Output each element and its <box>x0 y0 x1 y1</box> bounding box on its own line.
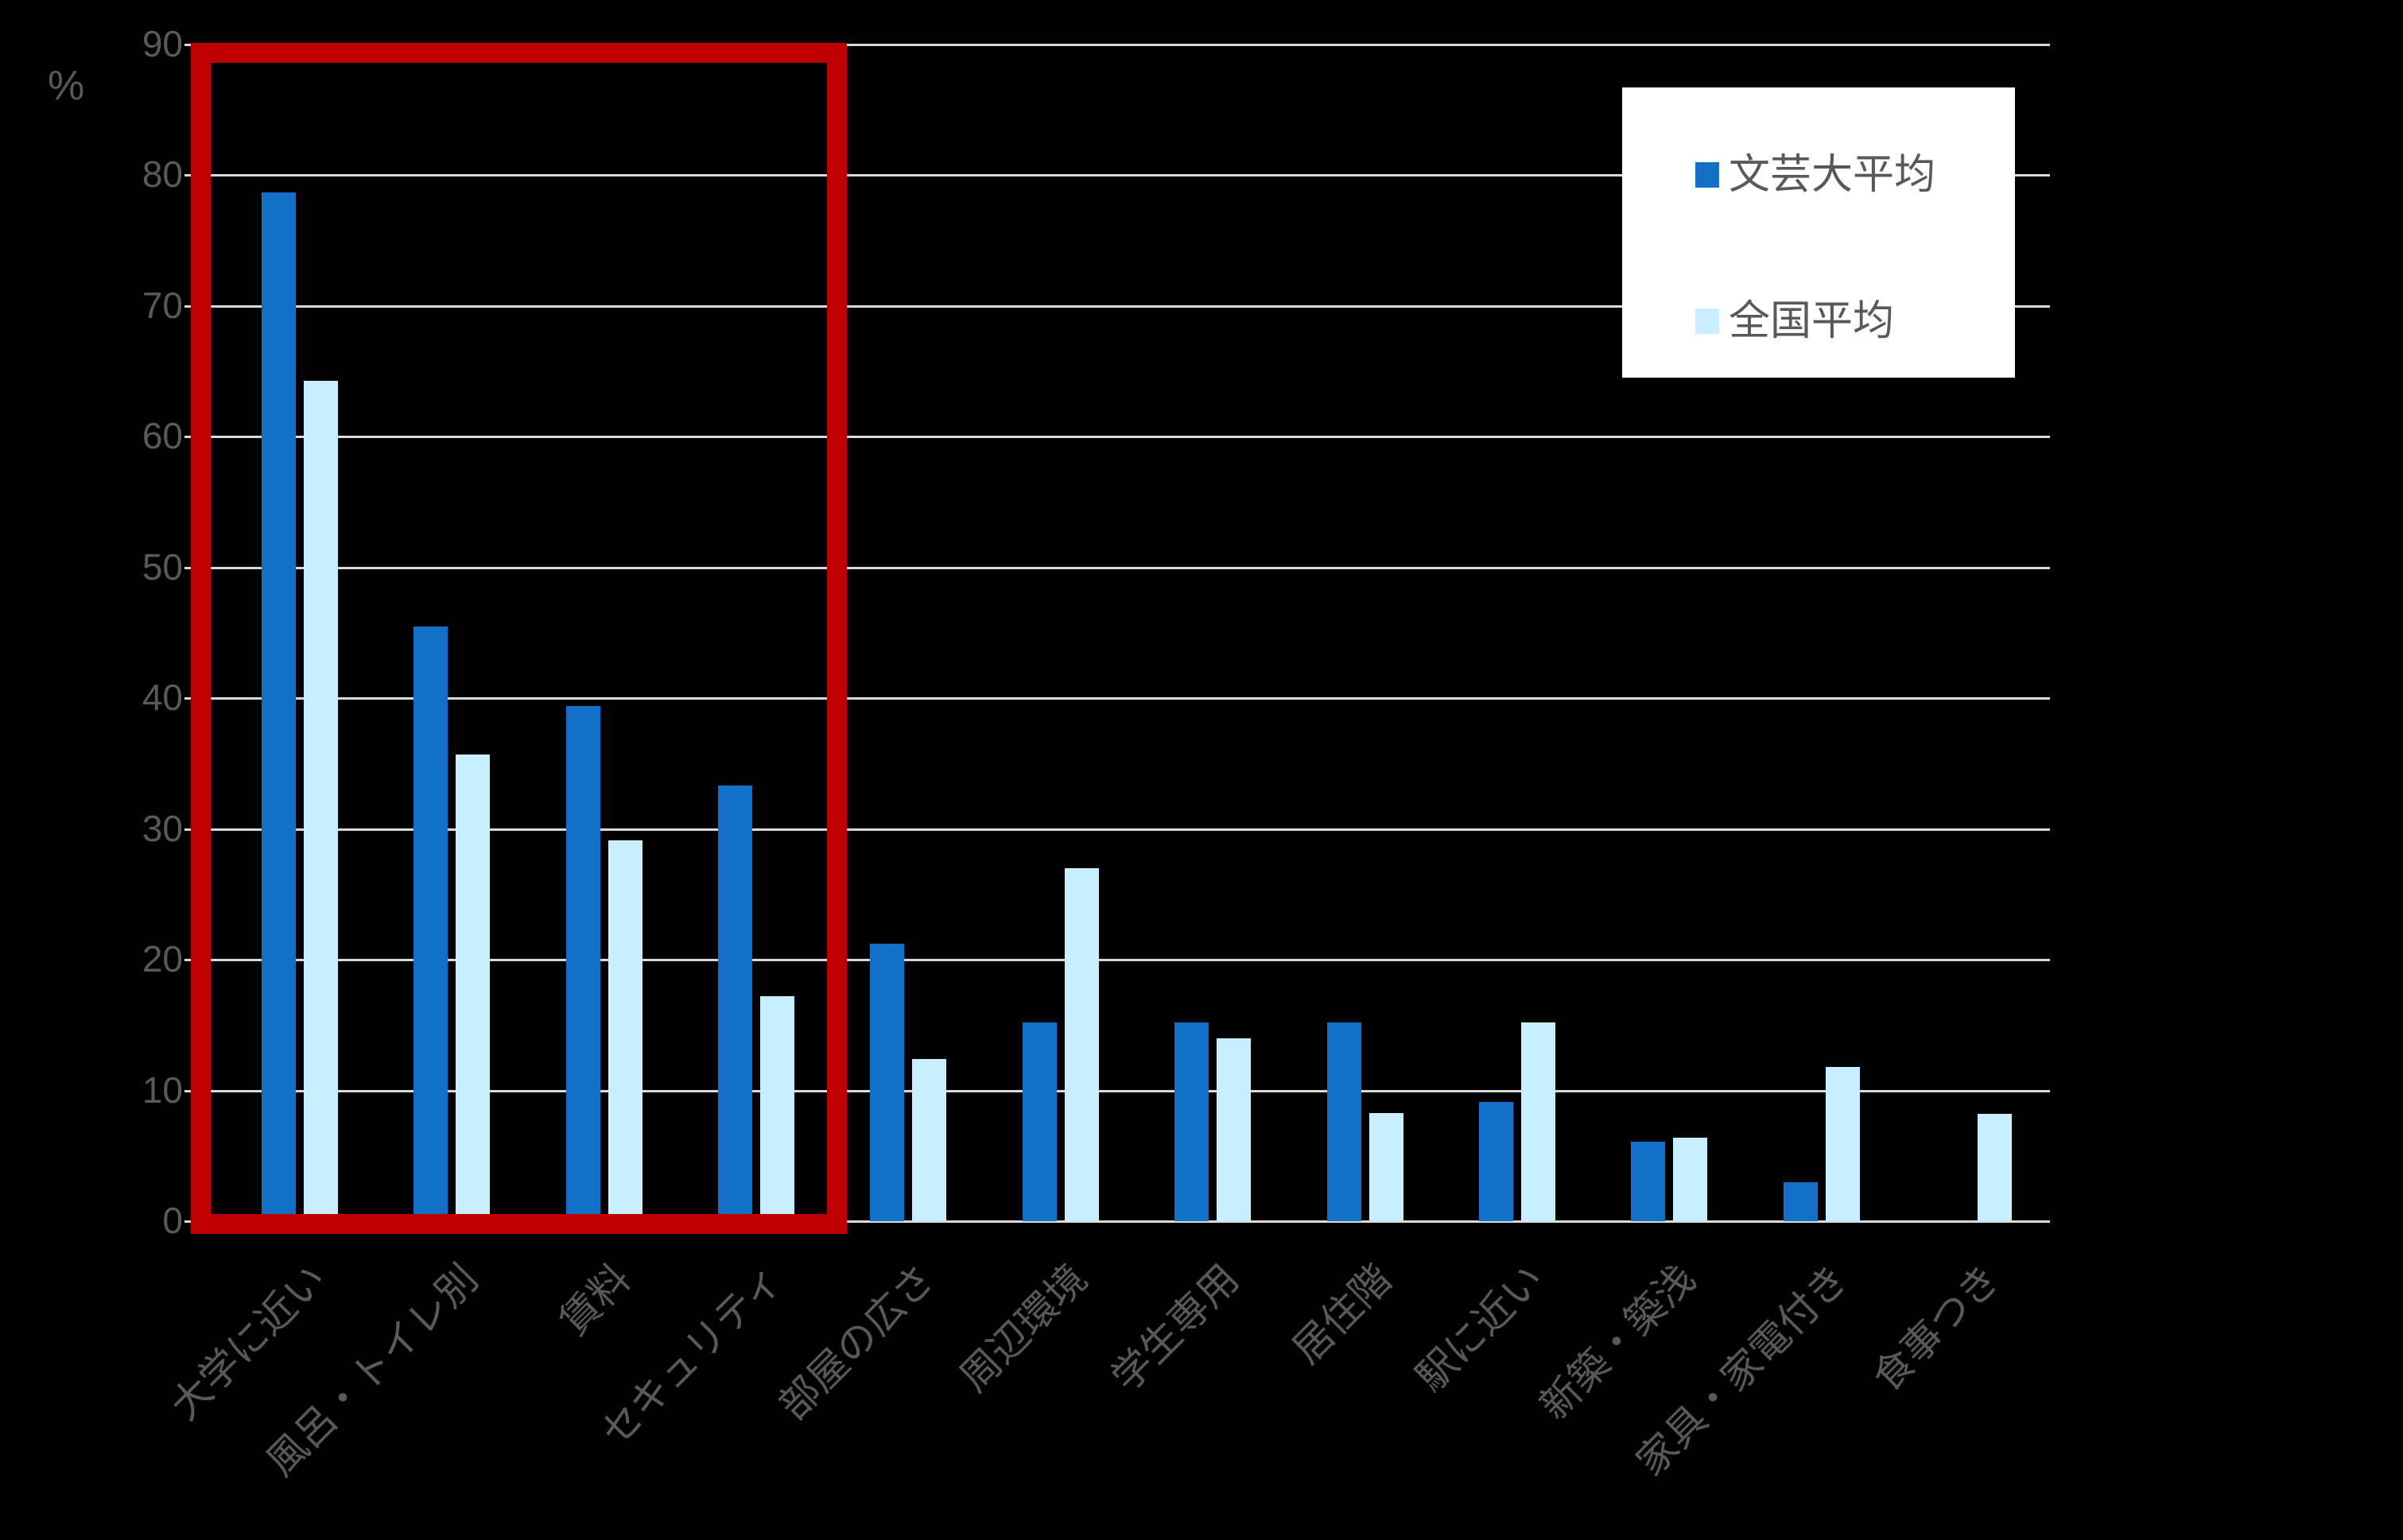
x-tick-label: 居住階 <box>1283 1255 1400 1373</box>
bar-bungeidai <box>565 706 600 1221</box>
x-tick-label: 食事つき <box>1863 1255 2009 1401</box>
x-tick-label: 駅に近い <box>1407 1255 1553 1401</box>
gridline <box>184 436 2050 439</box>
bar-national <box>1368 1112 1403 1221</box>
bar-bungeidai <box>1631 1141 1666 1221</box>
legend-item-national: 全国平均 <box>1695 299 1894 343</box>
gridline <box>184 959 2050 962</box>
y-tick-label: 10 <box>142 1069 183 1111</box>
gridline <box>184 566 2050 569</box>
bar-national <box>1064 868 1099 1221</box>
gridline <box>184 1089 2050 1092</box>
bar-bungeidai <box>1022 1022 1057 1221</box>
gridline <box>184 828 2050 831</box>
x-tick-label: 学生専用 <box>1102 1255 1248 1401</box>
x-tick-label: 部屋の広さ <box>770 1255 944 1429</box>
bar-national <box>1673 1137 1708 1221</box>
bar-national <box>1825 1066 1860 1221</box>
legend-label: 全国平均 <box>1729 297 1895 345</box>
legend-item-bungeidai: 文芸大平均 <box>1695 153 1935 197</box>
y-tick-label: 0 <box>162 1200 183 1241</box>
legend-swatch-bungeidai <box>1695 162 1719 188</box>
y-tick-label: 80 <box>142 153 183 196</box>
y-tick-label: 40 <box>142 677 183 719</box>
y-tick-label: 30 <box>142 807 183 849</box>
gridline <box>184 1220 2050 1223</box>
bar-national <box>759 996 794 1221</box>
legend-swatch-national <box>1695 308 1719 334</box>
gridline <box>184 697 2050 700</box>
gridline <box>184 305 2050 308</box>
y-tick-label: 90 <box>142 23 183 64</box>
legend-label: 文芸大平均 <box>1729 151 1936 199</box>
bar-national <box>1217 1038 1252 1221</box>
y-tick-label: 70 <box>142 284 183 326</box>
bar-bungeidai <box>261 192 296 1221</box>
y-tick-label: 50 <box>142 545 183 588</box>
y-axis-unit-label: % <box>48 63 85 109</box>
x-tick-label: 賃料 <box>549 1255 639 1344</box>
x-tick-label: 新築・築浅 <box>1531 1255 1705 1429</box>
bar-bungeidai <box>1326 1022 1361 1221</box>
bar-national <box>1978 1114 2013 1221</box>
bar-bungeidai <box>1783 1181 1818 1221</box>
y-tick-label: 60 <box>142 415 183 457</box>
bar-national <box>912 1059 947 1221</box>
bar-bungeidai <box>717 786 752 1221</box>
bar-bungeidai <box>870 944 905 1221</box>
bar-national <box>608 840 642 1221</box>
bar-bungeidai <box>1174 1022 1209 1221</box>
gridline <box>184 44 2050 46</box>
bar-bungeidai <box>1478 1102 1513 1221</box>
highlight-box <box>191 43 847 1234</box>
x-tick-label: 周辺環境 <box>950 1255 1096 1401</box>
y-tick-label: 20 <box>142 938 183 980</box>
bar-national <box>1520 1022 1555 1221</box>
bar-bungeidai <box>413 626 448 1221</box>
bar-national <box>456 754 491 1221</box>
bar-national <box>303 380 338 1221</box>
gridline <box>184 174 2050 177</box>
legend: 文芸大平均 全国平均 <box>1622 87 2015 378</box>
